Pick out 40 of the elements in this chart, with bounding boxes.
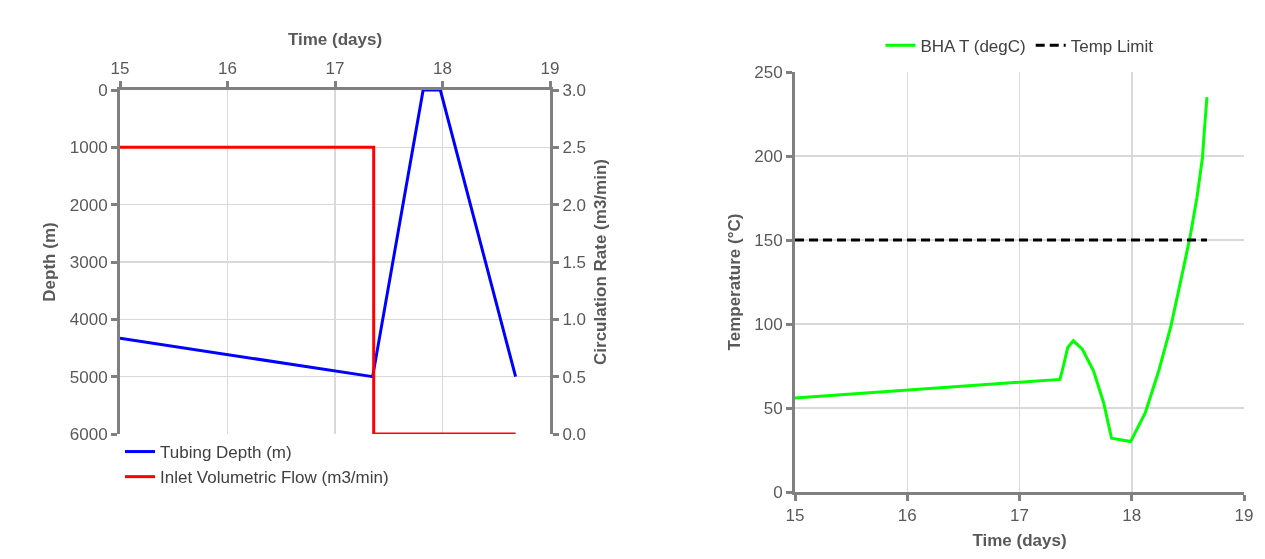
- y2-tick-label: 3.0: [562, 80, 587, 100]
- y2-tick-label: 2.0: [562, 195, 587, 215]
- x-tick-label: 17: [325, 59, 345, 79]
- y-tick-label: 5000: [69, 367, 108, 387]
- x-axis-title: Time (days): [972, 530, 1067, 550]
- y2-tick-label: 1.5: [562, 252, 587, 272]
- y2-tick-label: 0.5: [562, 367, 587, 387]
- x-tick-label: 18: [433, 59, 452, 79]
- x-tick-label: 15: [785, 506, 805, 526]
- x-tick-label: 18: [1122, 506, 1142, 526]
- y2-tick-label: 0.0: [562, 424, 587, 444]
- x-tick-label: 16: [218, 59, 237, 79]
- y-tick-label: 100: [754, 314, 783, 334]
- y-tick-label: 3000: [69, 252, 108, 272]
- y2-tick-label: 1.0: [562, 310, 587, 330]
- x-tick-label: 17: [1010, 506, 1029, 526]
- y-tick-label: 6000: [69, 424, 108, 444]
- x-tick-label: 19: [540, 59, 560, 79]
- x-tick-label: 16: [897, 506, 917, 526]
- y-axis-title: Depth (m): [40, 222, 60, 302]
- legend-label: BHA T (degC): [920, 36, 1026, 56]
- legend-label: Tubing Depth (m): [160, 443, 292, 463]
- line-series: [795, 95, 1209, 444]
- y-tick-label: 200: [754, 146, 783, 166]
- y-tick-label: 2000: [69, 195, 108, 215]
- y2-axis-title: Circulation Rate (m3/min): [591, 159, 611, 365]
- y-tick-label: 0: [98, 80, 108, 100]
- x-tick-label: 19: [1234, 506, 1254, 526]
- x-axis-title: Time (days): [287, 29, 383, 49]
- y-axis-title: Temperature (°C): [724, 213, 744, 351]
- y-tick-label: 150: [754, 230, 783, 250]
- y-tick-label: 50: [763, 398, 783, 418]
- y-tick-label: 0: [773, 482, 783, 502]
- x-tick-label: 15: [110, 59, 130, 79]
- y-tick-label: 1000: [69, 138, 108, 158]
- y-tick-label: 250: [754, 62, 783, 82]
- legend-label: Inlet Volumetric Flow (m3/min): [160, 468, 389, 488]
- y2-tick-label: 2.5: [562, 138, 587, 158]
- y-tick-label: 4000: [69, 310, 108, 330]
- legend-label: Temp Limit: [1070, 36, 1154, 56]
